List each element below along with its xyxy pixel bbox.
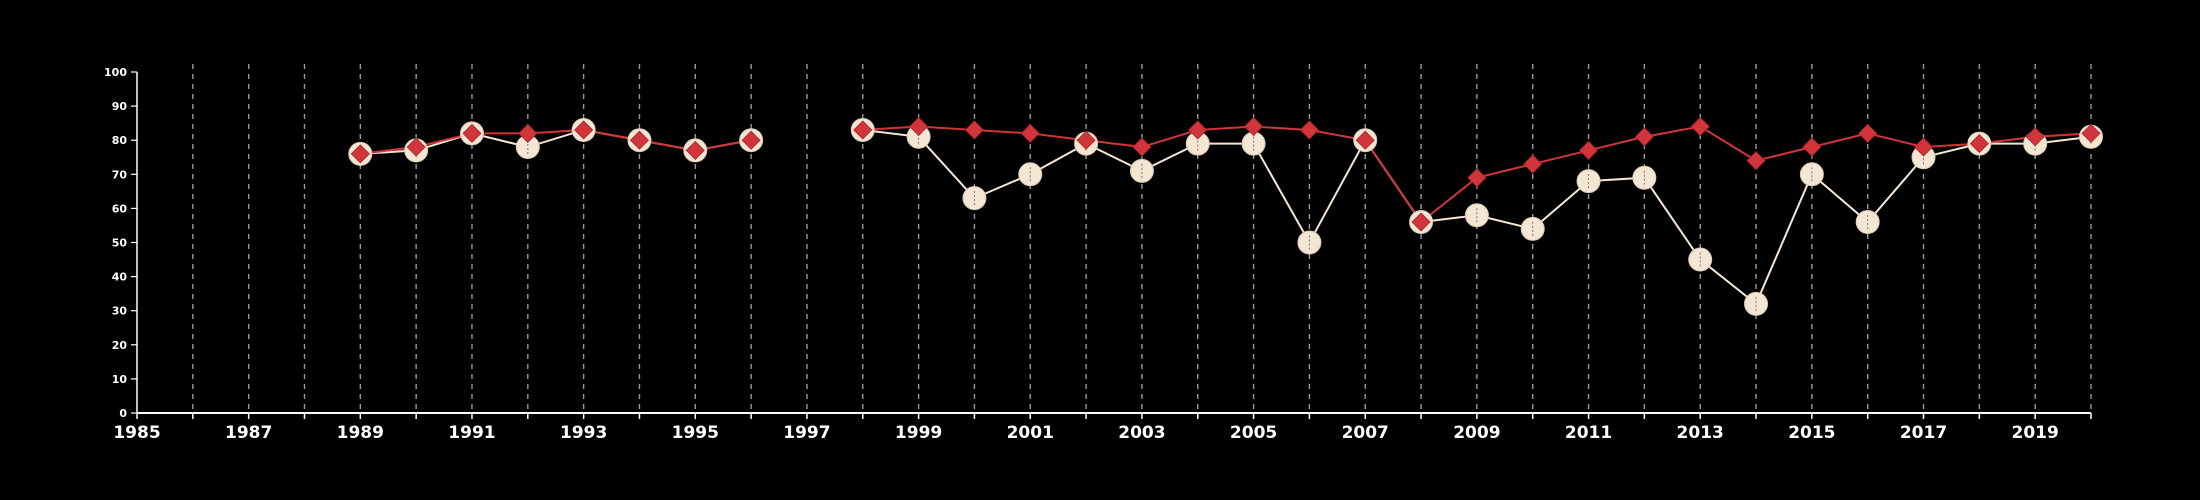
diamond-point-2007 [1355, 130, 1375, 150]
diamond-point-2006 [1299, 120, 1319, 140]
diamond-point-2017 [1913, 137, 1934, 157]
y-tick-label-40: 40 [112, 271, 128, 284]
x-tick-label-1987: 1987 [225, 423, 272, 443]
x-tick-label-1997: 1997 [783, 423, 830, 443]
diamond-point-2018 [1969, 134, 1989, 154]
diamond-point-2016 [1858, 123, 1878, 143]
y-tick-label-10: 10 [112, 373, 128, 386]
circle-point-2000 [962, 186, 987, 211]
series-group [348, 116, 2103, 316]
x-tick-label-2003: 2003 [1118, 423, 1165, 443]
diamond-point-1989 [350, 144, 370, 164]
circle-point-2009 [1464, 203, 1489, 228]
x-tick-label-1989: 1989 [337, 423, 384, 443]
x-tick-label-1985: 1985 [113, 423, 160, 443]
diamond-point-2019 [2025, 127, 2045, 147]
diamond-point-2010 [1523, 154, 1543, 174]
y-tick-label-100: 100 [104, 66, 127, 79]
x-tick-label-2013: 2013 [1677, 423, 1724, 443]
x-tick-label-1999: 1999 [895, 423, 942, 443]
diamond-point-2005 [1244, 116, 1264, 137]
x-tick-label-1993: 1993 [560, 423, 607, 443]
gridlines [192, 64, 2092, 413]
diamond-point-2000 [964, 120, 984, 140]
diamond-point-2004 [1188, 120, 1208, 140]
diamond-point-2008 [1411, 212, 1431, 232]
diamond-point-2012 [1634, 127, 1654, 147]
diamond-point-1994 [629, 130, 650, 150]
circle-point-2014 [1744, 291, 1769, 316]
circle-point-2012 [1632, 165, 1657, 190]
x-tick-label-1991: 1991 [448, 423, 495, 443]
diamond-point-2001 [1020, 123, 1040, 143]
diamond-point-2009 [1467, 168, 1487, 188]
circle-point-2006 [1297, 230, 1322, 255]
diamond-point-2002 [1076, 130, 1096, 150]
diamond-point-1991 [462, 123, 482, 143]
diamond-point-1993 [574, 120, 594, 140]
x-tick-label-1995: 1995 [672, 423, 719, 443]
diamond-point-2003 [1132, 137, 1152, 157]
diamond-point-2013 [1690, 116, 1710, 137]
circle-point-2003 [1129, 158, 1154, 183]
diamond-point-2014 [1746, 151, 1766, 171]
x-tick-label-2007: 2007 [1342, 423, 1389, 443]
circle-point-2013 [1688, 247, 1713, 272]
diamond-point-1996 [741, 130, 761, 150]
y-tick-label-60: 60 [112, 202, 128, 215]
diamond-point-1990 [406, 137, 426, 157]
x-tick-label-2011: 2011 [1565, 423, 1612, 443]
circle-point-2015 [1799, 162, 1824, 187]
x-tick-label-2001: 2001 [1007, 423, 1054, 443]
x-tick-label-2009: 2009 [1453, 423, 1500, 443]
diamond-point-2020 [2081, 123, 2101, 143]
diamond-point-1999 [909, 116, 929, 137]
axes: 0 10 20 30 40 50 60 70 80 90 100 1985 1987 1989 1991 19… [104, 66, 2092, 443]
y-tick-label-0: 0 [119, 407, 127, 420]
diamond-point-1992 [518, 123, 538, 143]
diamond-point-2015 [1802, 137, 1822, 157]
circle-point-2016 [1855, 210, 1880, 235]
x-tick-label-2017: 2017 [1900, 423, 1947, 443]
circle-point-2001 [1018, 162, 1043, 187]
x-tick-label-2005: 2005 [1230, 423, 1277, 443]
diamond-point-2011 [1578, 140, 1599, 160]
circle-point-2010 [1520, 216, 1545, 241]
y-tick-label-20: 20 [112, 339, 128, 352]
diamond-point-1998 [853, 120, 873, 140]
y-tick-label-90: 90 [112, 100, 128, 113]
circle-point-2011 [1576, 169, 1601, 194]
y-tick-label-80: 80 [112, 134, 128, 147]
y-tick-label-30: 30 [112, 305, 128, 318]
y-tick-label-70: 70 [112, 168, 128, 181]
x-tick-label-2019: 2019 [2012, 423, 2059, 443]
x-tick-label-2015: 2015 [1788, 423, 1835, 443]
diamond-point-1995 [685, 140, 705, 160]
y-tick-label-50: 50 [112, 237, 128, 250]
